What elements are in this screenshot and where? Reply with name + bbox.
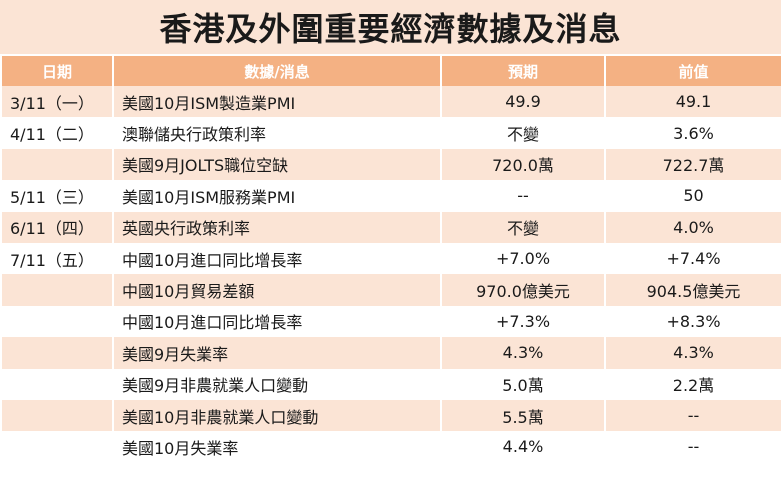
table-row: 美國10月失業率 4.4% --: [2, 431, 781, 463]
cell-previous: 722.7萬: [606, 148, 781, 181]
cell-item: 美國10月非農就業人口變動: [114, 399, 440, 432]
header-row: 日期 數據/消息 預期 前值: [2, 56, 781, 86]
cell-item: 美國10月失業率: [114, 431, 440, 463]
cell-forecast: 5.5萬: [442, 399, 604, 432]
cell-date: [2, 337, 112, 369]
cell-previous: 4.0%: [606, 211, 781, 243]
cell-forecast: 不變: [442, 211, 604, 243]
cell-date: 4/11（二）: [2, 117, 112, 149]
cell-previous: 49.1: [606, 86, 781, 118]
column-header-date: 日期: [2, 56, 112, 86]
cell-item: 中國10月貿易差額: [114, 274, 440, 306]
cell-forecast: 5.0萬: [442, 368, 604, 400]
cell-item: 美國10月ISM服務業PMI: [114, 180, 440, 212]
cell-previous: +7.4%: [606, 242, 781, 275]
cell-forecast: --: [442, 180, 604, 212]
cell-previous: 904.5億美元: [606, 274, 781, 306]
table-row: 5/11（三） 美國10月ISM服務業PMI -- 50: [2, 180, 781, 212]
column-header-item: 數據/消息: [114, 56, 440, 86]
table-row: 美國9月JOLTS職位空缺 720.0萬 722.7萬: [2, 148, 781, 181]
cell-item: 英國央行政策利率: [114, 211, 440, 243]
cell-item: 澳聯儲央行政策利率: [114, 117, 440, 149]
cell-item: 中國10月進口同比增長率: [114, 242, 440, 275]
cell-previous: 2.2萬: [606, 368, 781, 400]
cell-forecast: 4.3%: [442, 337, 604, 369]
cell-date: 7/11（五）: [2, 242, 112, 275]
table-row: 6/11（四） 英國央行政策利率 不變 4.0%: [2, 211, 781, 243]
cell-forecast: 4.4%: [442, 431, 604, 463]
cell-item: 美國9月JOLTS職位空缺: [114, 148, 440, 181]
table-row: 美國9月失業率 4.3% 4.3%: [2, 337, 781, 369]
cell-date: 6/11（四）: [2, 211, 112, 243]
cell-item: 美國9月失業率: [114, 337, 440, 369]
table-header: 日期 數據/消息 預期 前值: [2, 56, 781, 86]
cell-item: 美國10月ISM製造業PMI: [114, 86, 440, 118]
table-row: 4/11（二） 澳聯儲央行政策利率 不變 3.6%: [2, 117, 781, 149]
table-row: 中國10月進口同比增長率 +7.3% +8.3%: [2, 305, 781, 338]
cell-date: 3/11（一）: [2, 86, 112, 118]
cell-forecast: +7.3%: [442, 305, 604, 338]
data-table: 日期 數據/消息 預期 前值 3/11（一） 美國10月ISM製造業PMI 49…: [0, 56, 781, 463]
cell-forecast: 不變: [442, 117, 604, 149]
table-row: 美國10月非農就業人口變動 5.5萬 --: [2, 399, 781, 432]
cell-item: 美國9月非農就業人口變動: [114, 368, 440, 400]
cell-forecast: 720.0萬: [442, 148, 604, 181]
cell-previous: --: [606, 399, 781, 432]
cell-date: [2, 305, 112, 338]
page-title: 香港及外圍重要經濟數據及消息: [0, 0, 781, 54]
table-body: 3/11（一） 美國10月ISM製造業PMI 49.9 49.1 4/11（二）…: [2, 86, 781, 463]
cell-previous: +8.3%: [606, 305, 781, 338]
cell-item: 中國10月進口同比增長率: [114, 305, 440, 338]
cell-date: [2, 274, 112, 306]
cell-date: 5/11（三）: [2, 180, 112, 212]
cell-forecast: 970.0億美元: [442, 274, 604, 306]
table-row: 7/11（五） 中國10月進口同比增長率 +7.0% +7.4%: [2, 242, 781, 275]
cell-previous: 4.3%: [606, 337, 781, 369]
cell-date: [2, 431, 112, 463]
cell-date: [2, 399, 112, 432]
table-row: 中國10月貿易差額 970.0億美元 904.5億美元: [2, 274, 781, 306]
column-header-previous: 前值: [606, 56, 781, 86]
cell-forecast: 49.9: [442, 86, 604, 118]
cell-date: [2, 148, 112, 181]
cell-forecast: +7.0%: [442, 242, 604, 275]
cell-previous: 3.6%: [606, 117, 781, 149]
table-row: 3/11（一） 美國10月ISM製造業PMI 49.9 49.1: [2, 86, 781, 118]
column-header-forecast: 預期: [442, 56, 604, 86]
cell-previous: --: [606, 431, 781, 463]
cell-previous: 50: [606, 180, 781, 212]
cell-date: [2, 368, 112, 400]
table-row: 美國9月非農就業人口變動 5.0萬 2.2萬: [2, 368, 781, 400]
